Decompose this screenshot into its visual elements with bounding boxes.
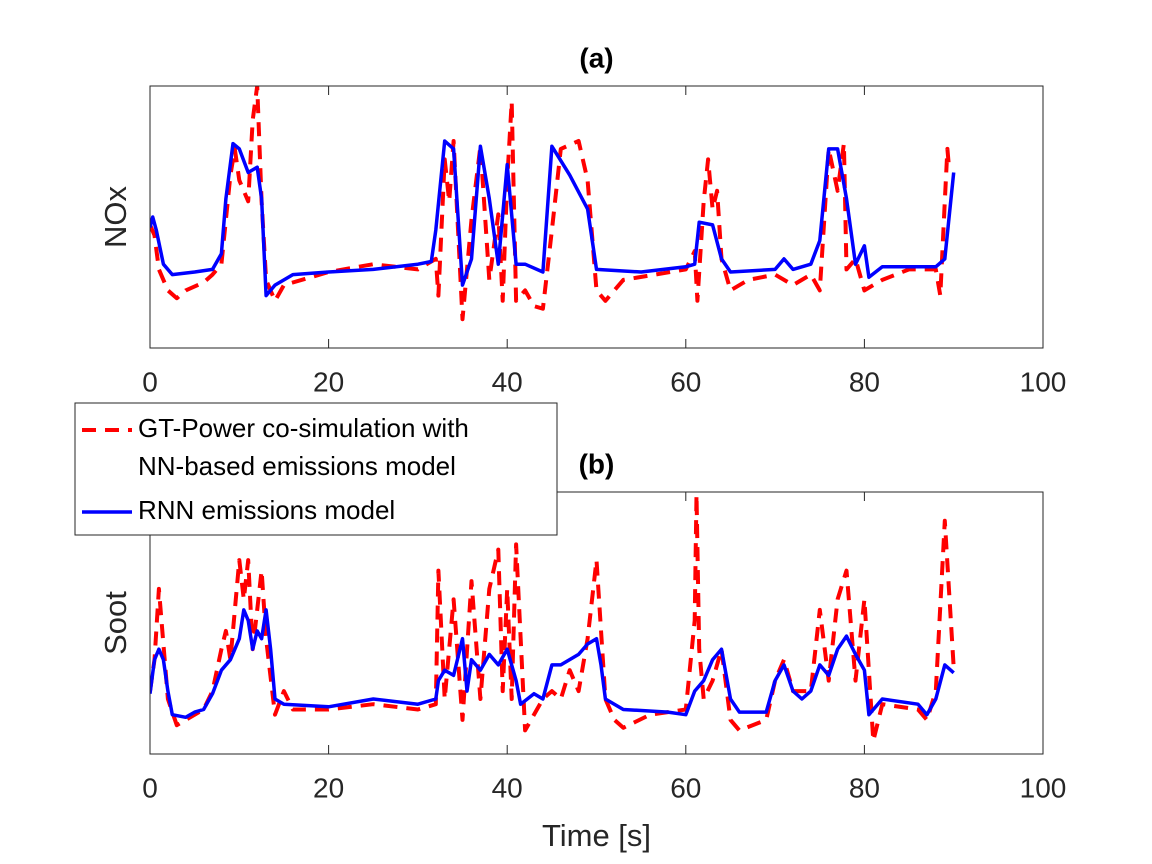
subplot-title: (b) xyxy=(579,448,615,479)
legend-box xyxy=(74,402,558,536)
series-line xyxy=(150,492,956,743)
legend-label-line: GT-Power co-simulation with xyxy=(138,413,469,443)
x-tick-label: 20 xyxy=(313,366,344,397)
x-tick-label: 60 xyxy=(670,366,701,397)
x-tick-label: 60 xyxy=(670,772,701,803)
subplot-title: (a) xyxy=(579,42,613,73)
legend: GT-Power co-simulation with NN-based emis… xyxy=(74,402,558,536)
plot-lines xyxy=(150,492,956,743)
axes-box xyxy=(149,85,1044,349)
legend-label: GT-Power co-simulation with NN-based emis… xyxy=(138,413,469,481)
x-tick-label: 40 xyxy=(492,366,523,397)
legend-label-line: NN-based emissions model xyxy=(138,451,456,481)
x-tick-label: 100 xyxy=(1020,366,1067,397)
x-tick-label: 80 xyxy=(849,366,880,397)
x-tick-label: 80 xyxy=(849,772,880,803)
plot-area xyxy=(150,86,1043,348)
y-axis-label: Soot xyxy=(98,591,133,655)
x-tick-label: 0 xyxy=(142,366,158,397)
x-tick-label: 0 xyxy=(142,772,158,803)
x-tick-label: 40 xyxy=(492,772,523,803)
series-line xyxy=(150,139,956,298)
x-axis-label: Time [s] xyxy=(542,818,651,853)
legend-label: RNN emissions model xyxy=(138,495,395,525)
series-line xyxy=(150,608,955,720)
x-tick-label: 20 xyxy=(313,772,344,803)
x-tick-label: 100 xyxy=(1020,772,1067,803)
y-axis-label: NOx xyxy=(98,186,133,249)
axes-box xyxy=(149,491,1044,755)
plot-lines xyxy=(150,86,956,322)
series-line xyxy=(150,86,952,322)
